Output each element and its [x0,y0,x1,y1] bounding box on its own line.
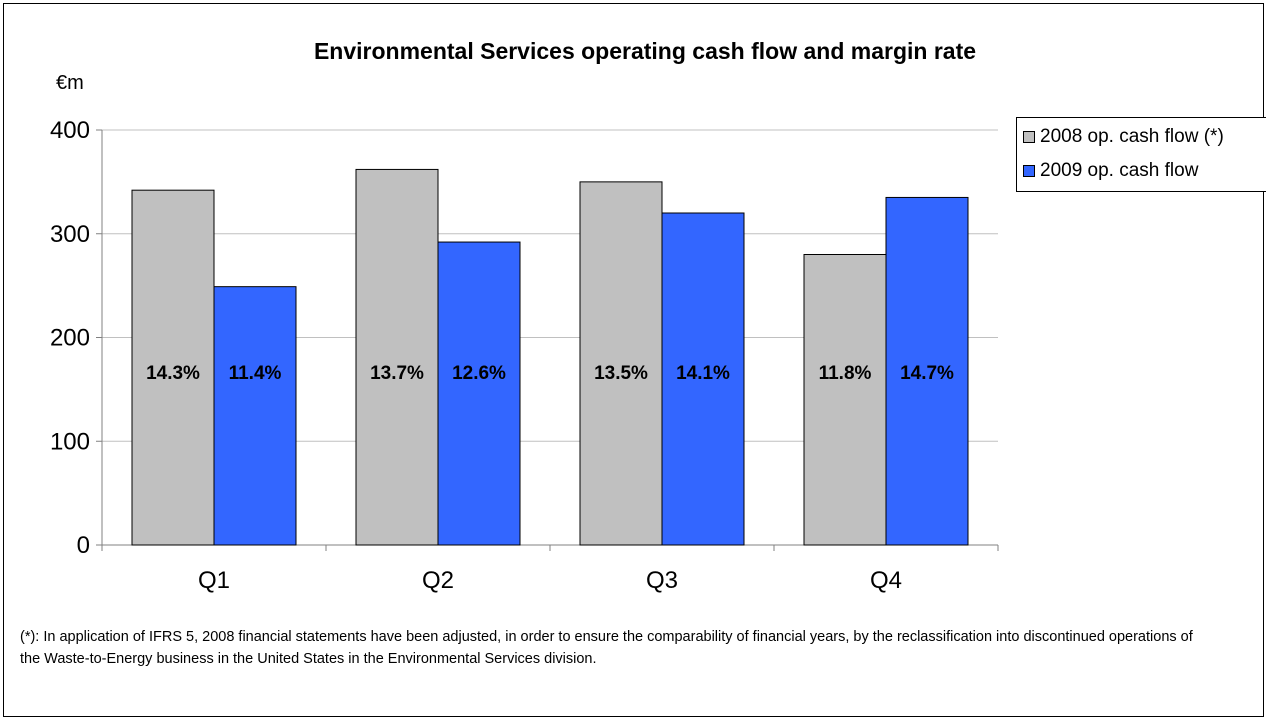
y-tick-label: 400 [50,117,90,144]
data-label: 12.6% [452,363,506,384]
data-label: 13.7% [370,363,424,384]
legend-swatch-2008 [1023,131,1035,143]
bar [803,254,887,546]
y-tick-label: 200 [50,325,90,352]
data-label: 14.1% [676,363,730,384]
data-label: 11.4% [229,363,282,384]
legend-item-2008: 2008 op. cash flow (*) [1023,126,1224,148]
data-label: 11.8% [819,363,872,384]
data-label: 14.7% [900,363,954,384]
bar [661,212,745,546]
data-label: 14.3% [146,363,200,384]
x-tick-label: Q4 [870,567,902,594]
bar [131,189,215,546]
y-tick-label: 0 [77,532,90,559]
y-tick-label: 300 [50,221,90,248]
bar [355,168,439,546]
data-label: 13.5% [594,363,648,384]
legend-label-2008: 2008 op. cash flow (*) [1040,126,1224,147]
legend-item-2009: 2009 op. cash flow [1023,160,1198,182]
legend-swatch-2009 [1023,165,1035,177]
y-axis-unit-label: €m [56,72,84,94]
bar [437,241,521,546]
legend: 2008 op. cash flow (*) 2009 op. cash flo… [1016,117,1266,192]
bar [579,181,663,546]
bar [213,286,297,546]
chart-title: Environmental Services operating cash fl… [313,38,977,64]
legend-label-2009: 2009 op. cash flow [1040,160,1199,181]
bar [885,196,969,546]
footnote: (*): In application of IFRS 5, 2008 fina… [20,629,1193,667]
y-tick-label: 100 [50,428,90,455]
x-tick-label: Q1 [198,567,230,594]
x-tick-label: Q2 [422,567,454,594]
x-tick-label: Q3 [646,567,678,594]
